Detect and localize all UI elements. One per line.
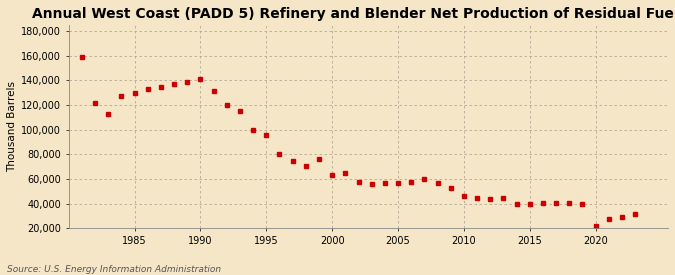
Y-axis label: Thousand Barrels: Thousand Barrels: [7, 81, 17, 172]
Title: Annual West Coast (PADD 5) Refinery and Blender Net Production of Residual Fuel : Annual West Coast (PADD 5) Refinery and …: [32, 7, 675, 21]
Text: Source: U.S. Energy Information Administration: Source: U.S. Energy Information Administ…: [7, 265, 221, 274]
